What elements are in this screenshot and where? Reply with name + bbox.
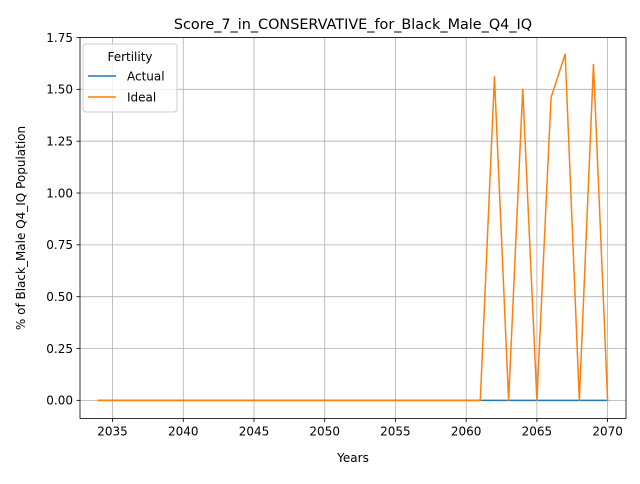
series-lines bbox=[97, 53, 609, 402]
x-tick-label: 2045 bbox=[239, 425, 270, 439]
y-tick-label: 0.00 bbox=[46, 394, 73, 408]
x-axis-label: Years bbox=[336, 451, 369, 465]
y-tick-label: 0.25 bbox=[46, 342, 73, 356]
legend-title: Fertility bbox=[107, 50, 152, 64]
x-axis: 2035 2040 2045 2050 2055 2060 2065 2070 bbox=[97, 418, 623, 439]
legend-box bbox=[82, 43, 178, 113]
chart-title: Score_7_in_CONSERVATIVE_for_Black_Male_Q… bbox=[174, 17, 532, 33]
y-tick-label: 0.50 bbox=[46, 290, 73, 304]
y-tick-label: 1.50 bbox=[46, 83, 73, 97]
y-axis: 0.00 0.25 0.50 0.75 1.00 1.25 1.50 1.75 bbox=[46, 31, 80, 408]
y-tick-label: 1.00 bbox=[46, 186, 73, 200]
y-axis-label: % of Black_Male Q4_IQ Population bbox=[14, 126, 28, 330]
legend: Fertility Actual Ideal bbox=[82, 43, 178, 113]
x-tick-label: 2050 bbox=[309, 425, 340, 439]
x-tick-label: 2065 bbox=[522, 425, 553, 439]
x-tick-label: 2055 bbox=[380, 425, 411, 439]
x-tick-label: 2060 bbox=[451, 425, 482, 439]
legend-label-actual: Actual bbox=[127, 70, 165, 84]
series-line-ideal bbox=[97, 53, 609, 402]
legend-label-ideal: Ideal bbox=[127, 91, 156, 105]
x-tick-label: 2040 bbox=[168, 425, 199, 439]
x-tick-label: 2070 bbox=[592, 425, 623, 439]
y-tick-label: 1.25 bbox=[46, 134, 73, 148]
plot-frame bbox=[79, 37, 627, 419]
x-tick-label: 2035 bbox=[97, 425, 128, 439]
y-tick-label: 1.75 bbox=[46, 31, 73, 45]
y-tick-label: 0.75 bbox=[46, 238, 73, 252]
